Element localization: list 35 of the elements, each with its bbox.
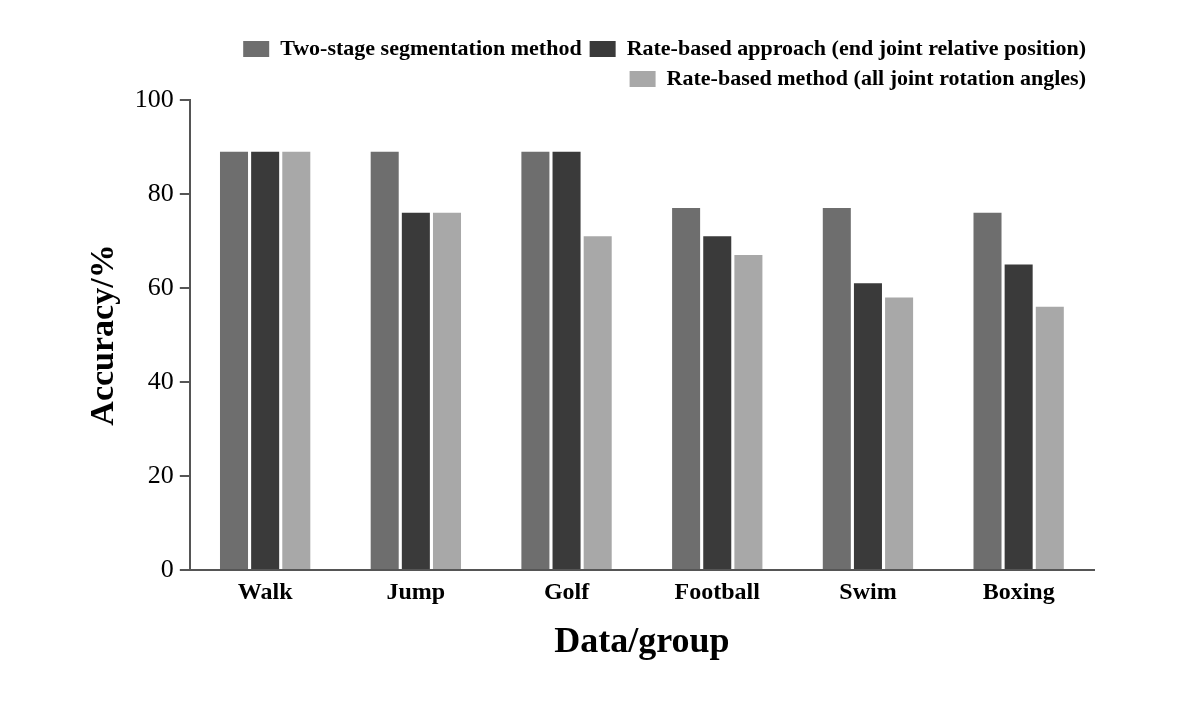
y-tick-label: 0 (160, 553, 174, 583)
bar (973, 212, 1002, 569)
bar (885, 297, 914, 569)
x-tick-label: Walk (237, 577, 294, 604)
x-tick-label: Football (674, 577, 761, 604)
bar (703, 236, 732, 569)
x-tick-label: Golf (543, 577, 591, 604)
bar (1004, 264, 1033, 569)
bar (401, 212, 430, 569)
bar (370, 151, 399, 569)
bar (552, 151, 581, 569)
legend-label: Rate-based method (all joint rotation angles) (666, 64, 1087, 90)
x-tick-label: Boxing (982, 577, 1055, 604)
bar (282, 151, 311, 569)
bar (219, 151, 249, 569)
bar (1035, 306, 1064, 569)
x-tick-label: Jump (386, 577, 446, 604)
bar (432, 212, 462, 569)
bar (822, 208, 851, 569)
legend-label: Rate-based approach (end joint relative position) (626, 34, 1086, 60)
y-tick-label: 60 (147, 271, 174, 301)
bar (853, 283, 882, 569)
y-tick-label: 100 (134, 83, 174, 113)
x-tick-label: Swim (839, 577, 897, 604)
y-tick-label: 40 (147, 365, 174, 395)
bar (734, 255, 763, 569)
bar (583, 236, 612, 569)
x-axis-title: Data/group (554, 619, 730, 660)
y-axis-title: Accuracy/% (83, 244, 121, 426)
y-tick-label: 20 (147, 459, 174, 489)
bar (672, 208, 701, 569)
legend-label: Two-stage segmentation method (280, 34, 582, 60)
bar (251, 151, 280, 569)
bar (521, 151, 550, 569)
y-tick-label: 80 (147, 177, 174, 207)
